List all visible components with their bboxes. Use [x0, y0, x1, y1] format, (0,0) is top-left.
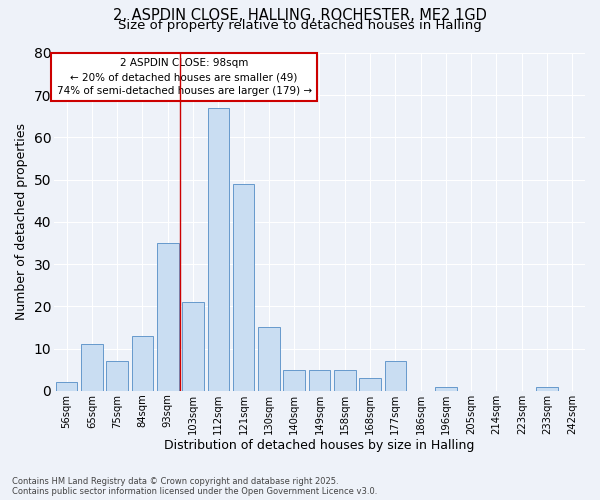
Bar [56, 382, 77, 391]
Text: Contains HM Land Registry data © Crown copyright and database right 2025.
Contai: Contains HM Land Registry data © Crown c… [12, 476, 377, 496]
Bar [258, 328, 280, 391]
Bar [435, 386, 457, 391]
Bar [132, 336, 153, 391]
Bar [106, 361, 128, 391]
Bar [536, 386, 558, 391]
Bar [81, 344, 103, 391]
Bar [233, 184, 254, 391]
Bar [182, 302, 204, 391]
Bar [359, 378, 381, 391]
Text: 2 ASPDIN CLOSE: 98sqm
← 20% of detached houses are smaller (49)
74% of semi-deta: 2 ASPDIN CLOSE: 98sqm ← 20% of detached … [56, 58, 311, 96]
Y-axis label: Number of detached properties: Number of detached properties [15, 124, 28, 320]
Text: 2, ASPDIN CLOSE, HALLING, ROCHESTER, ME2 1GD: 2, ASPDIN CLOSE, HALLING, ROCHESTER, ME2… [113, 8, 487, 22]
Bar [208, 108, 229, 391]
Bar [385, 361, 406, 391]
Bar [283, 370, 305, 391]
Text: Size of property relative to detached houses in Halling: Size of property relative to detached ho… [118, 19, 482, 32]
X-axis label: Distribution of detached houses by size in Halling: Distribution of detached houses by size … [164, 440, 475, 452]
Bar [334, 370, 356, 391]
Bar [309, 370, 330, 391]
Bar [157, 243, 179, 391]
